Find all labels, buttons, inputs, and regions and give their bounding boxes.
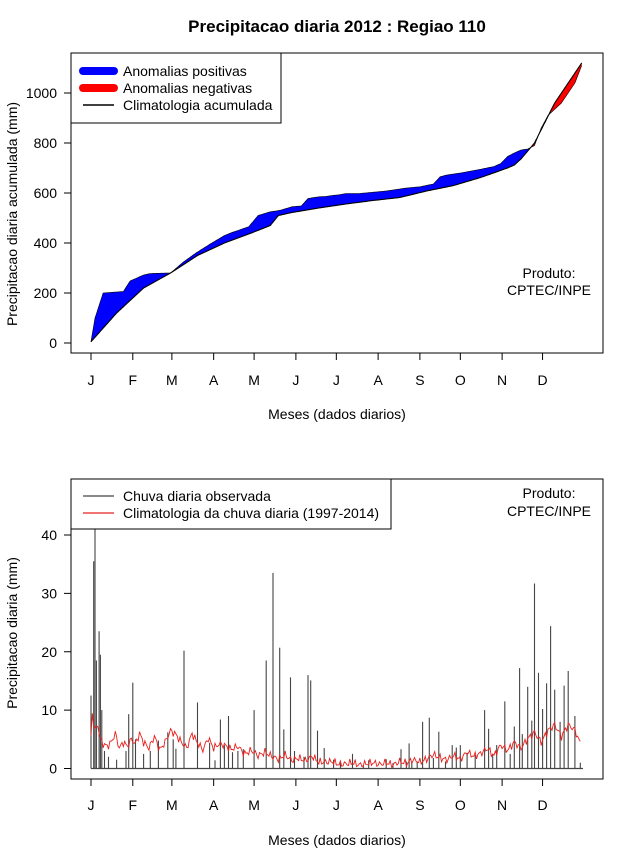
bottom-x-tick-label: A: [209, 797, 219, 813]
top-x-tick-label: J: [292, 372, 299, 388]
legend-positive-label: Anomalias positivas: [123, 63, 247, 79]
figure-title: Precipitacao diaria 2012 : Regiao 110: [188, 17, 486, 36]
bottom-x-tick-label: N: [497, 797, 507, 813]
bottom-y-tick-label: 0: [49, 761, 57, 777]
top-y-tick-label: 600: [34, 185, 58, 201]
bottom-x-tick-label: F: [129, 797, 138, 813]
top-annotation-line2: CPTEC/INPE: [507, 282, 591, 298]
bottom-y-tick-label: 10: [41, 702, 57, 718]
bottom-rain-bars: [90, 529, 581, 769]
bottom-legend-box: [70, 478, 392, 530]
bottom-x-tick-label: S: [415, 797, 424, 813]
top-legend: Anomalias positivas Anomalias negativas …: [70, 52, 282, 124]
legend-clim-rain-label: Climatologia da chuva diaria (1997-2014): [123, 505, 379, 521]
bottom-x-tick-label: J: [292, 797, 299, 813]
bottom-x-label: Meses (dados diarios): [268, 832, 406, 848]
bottom-x-tick-label: A: [373, 797, 383, 813]
bottom-annotation-line1: Produto:: [523, 485, 576, 501]
top-climatology-line: [90, 62, 583, 343]
bottom-panel: 0 10 20 30 40 J F M A M J J A S O N D Precipitacao diar…: [4, 478, 604, 848]
top-y-tick-label: 400: [34, 235, 58, 251]
top-x-tick-label: M: [166, 372, 178, 388]
legend-negative-label: Anomalias negativas: [123, 80, 252, 96]
bottom-x-tick-label: J: [333, 797, 340, 813]
top-x-tick-label: N: [497, 372, 507, 388]
top-x-tick-label: A: [373, 372, 383, 388]
legend-observed-rain-label: Chuva diaria observada: [123, 488, 271, 504]
bottom-x-tick-label: J: [88, 797, 95, 813]
bottom-y-axis: 0 10 20 30 40: [41, 527, 72, 777]
top-x-label: Meses (dados diarios): [268, 406, 406, 422]
bottom-x-tick-label: M: [248, 797, 260, 813]
bottom-x-tick-label: D: [537, 797, 547, 813]
top-y-axis: 0 200 400 600 800 1000: [26, 85, 72, 351]
top-x-tick-label: A: [209, 372, 219, 388]
top-y-label: Precipitacao diaria acumulada (mm): [4, 102, 20, 326]
top-x-tick-label: O: [455, 372, 466, 388]
positive-anomaly-area: [91, 146, 532, 342]
top-x-tick-label: M: [248, 372, 260, 388]
top-y-tick-label: 0: [49, 335, 57, 351]
top-x-tick-label: J: [88, 372, 95, 388]
bottom-y-tick-label: 40: [41, 527, 57, 543]
top-panel: 0 200 400 600 800 1000 J F M A M J J A S O N D Precipita…: [4, 52, 604, 422]
bottom-y-label: Precipitacao diaria (mm): [4, 557, 20, 709]
bottom-x-tick-label: M: [166, 797, 178, 813]
bottom-y-tick-label: 20: [41, 644, 57, 660]
top-annotation-line1: Produto:: [523, 265, 576, 281]
bottom-annotation-line2: CPTEC/INPE: [507, 503, 591, 519]
bottom-x-tick-label: O: [455, 797, 466, 813]
bottom-y-tick-label: 30: [41, 585, 57, 601]
bottom-climatology-line: [90, 713, 581, 769]
top-y-tick-label: 1000: [26, 85, 57, 101]
legend-climatology-label: Climatologia acumulada: [123, 97, 273, 113]
top-y-tick-label: 800: [34, 135, 58, 151]
top-y-tick-label: 200: [34, 285, 58, 301]
top-x-tick-label: S: [415, 372, 424, 388]
top-x-tick-label: J: [333, 372, 340, 388]
bottom-legend: Chuva diaria observada Climatologia da c…: [70, 478, 392, 530]
top-x-tick-label: D: [537, 372, 547, 388]
top-x-tick-label: F: [129, 372, 138, 388]
